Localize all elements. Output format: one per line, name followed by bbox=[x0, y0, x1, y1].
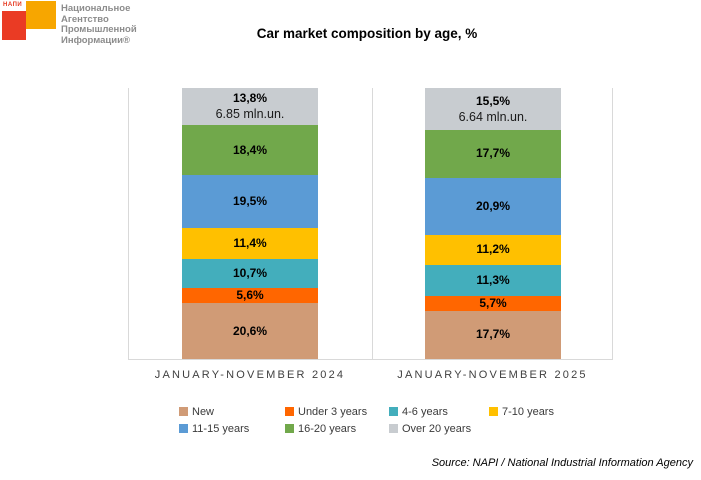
category-label-2025: JANUARY-NOVEMBER 2025 bbox=[397, 369, 588, 381]
legend-swatch-icon bbox=[179, 424, 188, 433]
logo-org-line: Агентство bbox=[61, 13, 109, 25]
legend-label: 4-6 years bbox=[402, 405, 448, 418]
legend-swatch-icon bbox=[285, 424, 294, 433]
segment-value-label: 15,5% bbox=[475, 93, 511, 108]
source-note: Source: NAPI / National Industrial Infor… bbox=[431, 457, 693, 469]
segment-value-label: 20,6% bbox=[232, 323, 268, 338]
bar-segment-under-3-years: 5,6% bbox=[182, 287, 318, 304]
logo-org-line: Национальное bbox=[61, 3, 131, 14]
segment-value-label: 5,6% bbox=[236, 288, 264, 303]
bar-segment-11-15-years: 19,5% bbox=[182, 175, 318, 229]
bar-segment-over-20-years: 15,5% 6.64 mln.un. bbox=[425, 88, 561, 130]
legend-swatch-icon bbox=[389, 424, 398, 433]
bar-segment-7-10-years: 11,4% bbox=[182, 228, 318, 259]
logo-orange-square-icon bbox=[26, 1, 56, 29]
logo-org-line: Промышленной bbox=[61, 24, 137, 35]
bar-segment-new: 17,7% bbox=[425, 310, 561, 359]
segment-value-label: 5,7% bbox=[479, 295, 507, 310]
category-label-2024: JANUARY-NOVEMBER 2024 bbox=[154, 369, 346, 381]
plot-area: 13,8% 6.85 mln.un. 18,4% 19,5% 11,4% 10,7% 5,6… bbox=[128, 88, 613, 360]
bar-segment-16-20-years: 17,7% bbox=[425, 130, 561, 178]
legend-label: 16-20 years bbox=[298, 422, 357, 435]
segment-value-label: 11,4% bbox=[233, 236, 267, 251]
legend-item-11-15-years: 11-15 years bbox=[179, 420, 285, 437]
bar-segment-7-10-years: 11,2% bbox=[425, 234, 561, 265]
segment-value-label: 11,3% bbox=[476, 272, 510, 287]
napi-wordmark: НАПИ bbox=[3, 2, 23, 8]
bar-segment-under-3-years: 5,7% bbox=[425, 295, 561, 311]
bar-segment-new: 20,6% bbox=[182, 303, 318, 359]
legend-item-7-10-years: 7-10 years bbox=[489, 403, 554, 420]
legend: New Under 3 years 4-6 years 7-10 years 11-15… bbox=[179, 403, 554, 437]
legend-label: New bbox=[192, 405, 215, 418]
legend-item-16-20-years: 16-20 years bbox=[285, 420, 389, 437]
stacked-bar-1: 15,5% 6.64 mln.un. 17,7% 20,9% 11,2% 11,3% 5,7… bbox=[425, 88, 561, 359]
segment-value-label: 19,5% bbox=[232, 194, 268, 209]
logo-red-square-icon bbox=[2, 11, 26, 40]
segment-value-label: 13,8% bbox=[232, 91, 268, 106]
legend-swatch-icon bbox=[489, 407, 498, 416]
bar-segment-16-20-years: 18,4% bbox=[182, 125, 318, 176]
segment-value-label: 18,4% bbox=[232, 142, 268, 157]
legend-item-new: New bbox=[179, 403, 285, 420]
legend-label: 11-15 years bbox=[192, 422, 250, 435]
bar-segment-over-20-years: 13,8% 6.85 mln.un. bbox=[182, 88, 318, 126]
bar-segment-4-6-years: 11,3% bbox=[425, 264, 561, 296]
logo-org-line: Информации® bbox=[61, 34, 130, 46]
legend-swatch-icon bbox=[389, 407, 398, 416]
legend-item-over-20-years: Over 20 years bbox=[389, 420, 489, 437]
bar-segment-11-15-years: 20,9% bbox=[425, 177, 561, 235]
logo-org-name: Национальное Агентство Промышленной Инфо… bbox=[61, 3, 137, 46]
panel-divider bbox=[372, 88, 373, 359]
legend-swatch-icon bbox=[179, 407, 188, 416]
legend-item-4-6-years: 4-6 years bbox=[389, 403, 489, 420]
stacked-bar-0: 13,8% 6.85 mln.un. 18,4% 19,5% 11,4% 10,7% 5,6… bbox=[182, 88, 318, 359]
segment-total-label: 6.85 mln.un. bbox=[215, 107, 285, 122]
legend-label: Over 20 years bbox=[402, 422, 472, 435]
chart-title: Car market composition by age, % bbox=[256, 26, 478, 41]
legend-label: 7-10 years bbox=[502, 405, 554, 418]
segment-value-label: 17,7% bbox=[475, 146, 511, 161]
legend-swatch-icon bbox=[285, 407, 294, 416]
segment-value-label: 20,9% bbox=[475, 198, 511, 213]
legend-item-under-3-years: Under 3 years bbox=[285, 403, 389, 420]
title-wrap: Car market composition by age, % bbox=[36, 25, 698, 43]
segment-value-label: 17,7% bbox=[475, 327, 511, 342]
segment-total-label: 6.64 mln.un. bbox=[458, 109, 528, 124]
segment-value-label: 11,2% bbox=[476, 242, 510, 257]
segment-value-label: 10,7% bbox=[232, 265, 268, 280]
legend-label: Under 3 years bbox=[298, 405, 368, 418]
bar-segment-4-6-years: 10,7% bbox=[182, 258, 318, 288]
